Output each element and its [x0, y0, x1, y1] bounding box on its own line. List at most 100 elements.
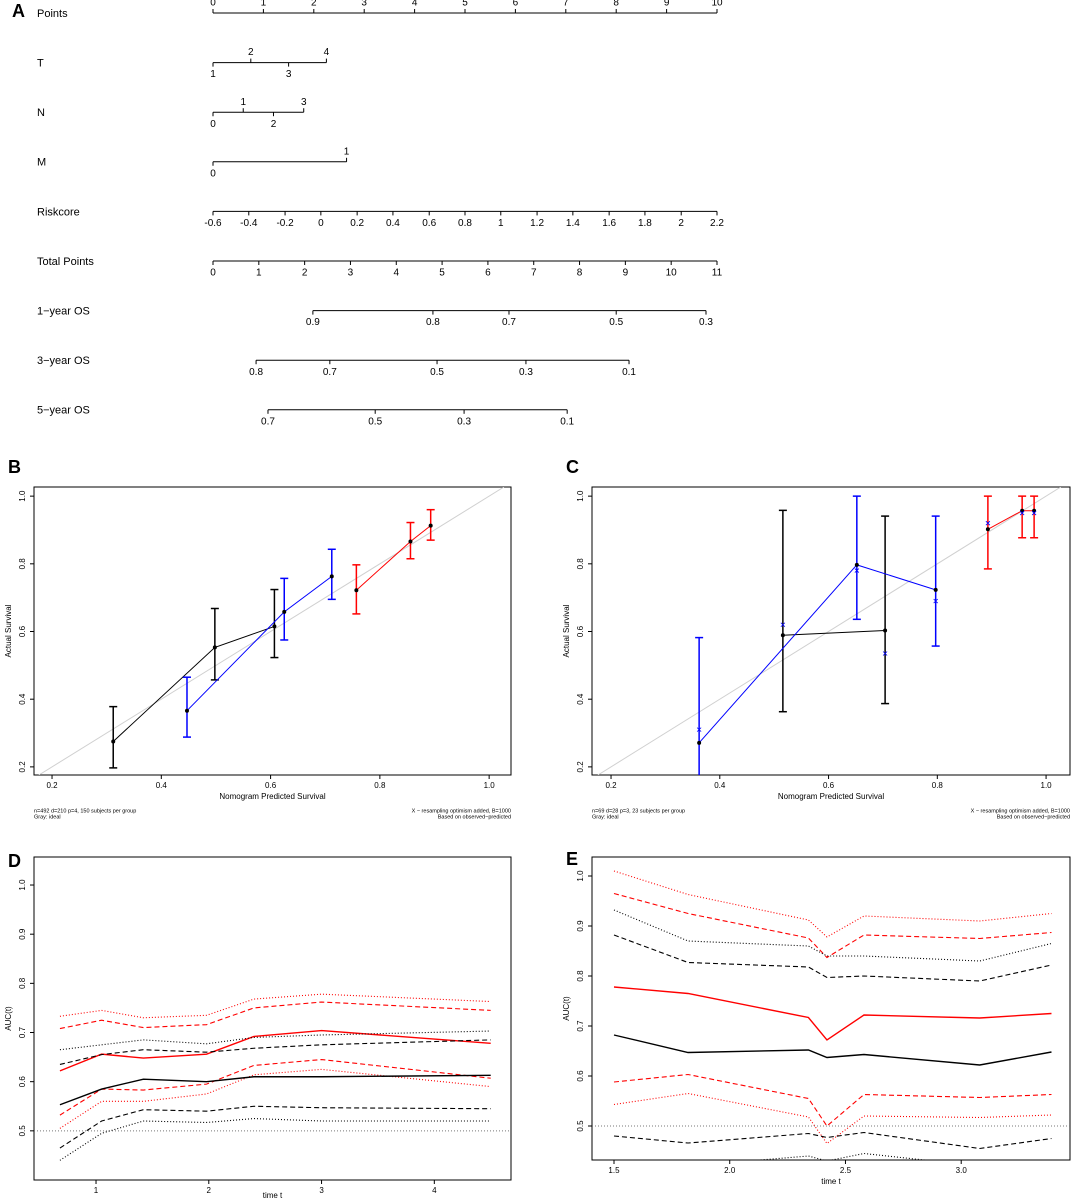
point [780, 633, 785, 638]
point [428, 523, 433, 528]
x-tick-label: 3.0 [956, 1166, 968, 1175]
tick-label: 5 [462, 0, 468, 9]
auc-line [613, 1073, 1052, 1127]
note: n=69 d=28 p=3, 23 subjects per group [592, 808, 685, 814]
x-tick-label: 0.8 [374, 781, 386, 790]
point [933, 587, 938, 592]
x-tick-label: 0.2 [46, 781, 58, 790]
note: Based on observed−predicted [438, 814, 511, 820]
tick-label: 1 [498, 218, 504, 229]
corrected-point [1019, 510, 1025, 516]
point [985, 527, 990, 532]
tick-label: 3 [348, 268, 354, 279]
y-axis-label: Actual Survival [562, 604, 571, 657]
note: Gray: ideal [34, 814, 61, 820]
tick-label: 0.1 [622, 367, 636, 378]
point [329, 574, 334, 579]
y-tick-label: 0.6 [18, 1076, 27, 1088]
tick-label: -0.2 [276, 218, 294, 229]
x-tick-label: 0.4 [156, 781, 168, 790]
x-axis-label: time t [263, 1191, 283, 1200]
point [354, 588, 359, 593]
note: Based on observed−predicted [997, 814, 1070, 820]
tick-label: 0 [318, 218, 324, 229]
note: Gray: ideal [592, 814, 619, 820]
auc-line [613, 934, 1052, 982]
point [854, 562, 859, 567]
y-tick-label: 0.9 [18, 928, 27, 940]
x-tick-label: 2.5 [840, 1166, 852, 1175]
x-tick-label: 0.6 [823, 781, 835, 790]
auc-line [59, 1074, 491, 1106]
y-tick-label: 1.0 [576, 490, 585, 502]
auc-line [613, 986, 1052, 1041]
tick-label: 4 [393, 268, 399, 279]
x-axis-label: Nomogram Predicted Survival [778, 792, 884, 801]
point [408, 539, 413, 544]
tick-label: 0.6 [422, 218, 436, 229]
tick-label: 3 [361, 0, 367, 9]
tick-label: 11 [712, 268, 723, 279]
point [272, 624, 277, 629]
panel-letter: C [566, 457, 579, 477]
corrected-point [985, 520, 991, 526]
auc-line [753, 1152, 930, 1160]
row-label: 3−year OS [37, 355, 90, 367]
x-tick-label: 1.0 [1041, 781, 1053, 790]
x-tick-label: 3 [319, 1186, 324, 1195]
x-tick-label: 2.0 [724, 1166, 736, 1175]
tick-label: 0.1 [560, 416, 574, 427]
tick-label: 0.3 [457, 416, 471, 427]
tick-label: 0 [210, 268, 216, 279]
tick-label: 0.3 [519, 367, 533, 378]
plot-area [592, 870, 1070, 1160]
tick-label: 1 [261, 0, 267, 9]
tick-label: 0.5 [430, 367, 444, 378]
x-tick-label: 4 [432, 1186, 437, 1195]
panel-letter: E [566, 849, 578, 869]
auc-line [613, 1034, 1052, 1066]
tick-label: 2 [302, 268, 308, 279]
tick-label: -0.6 [204, 218, 222, 229]
y-tick-label: 0.4 [576, 693, 585, 705]
plot-frame [33, 486, 512, 776]
corrected-point [696, 727, 702, 732]
x-tick-label: 1 [94, 1186, 99, 1195]
y-tick-label: 0.8 [18, 977, 27, 989]
tick-label: 7 [563, 0, 569, 9]
y-tick-label: 0.2 [576, 761, 585, 773]
y-tick-label: 0.9 [576, 920, 585, 932]
auc-line [613, 870, 1052, 938]
row-label: Points [37, 8, 68, 20]
note: n=492 d=210 p=4, 150 subjects per group [34, 808, 136, 814]
y-tick-label: 0.2 [18, 761, 27, 773]
tick-label: 0.7 [261, 416, 275, 427]
plot-frame [591, 486, 1071, 776]
tick-label: 9 [623, 268, 629, 279]
corrected-point [780, 622, 786, 628]
tick-label: 8 [613, 0, 619, 9]
point [697, 740, 702, 745]
y-tick-label: 1.0 [18, 879, 27, 891]
row-label: Total Points [37, 256, 94, 268]
tick-label: 1 [240, 97, 246, 108]
auc-line [613, 892, 1052, 959]
auc-line [613, 1092, 1052, 1145]
x-tick-label: 0.4 [714, 781, 726, 790]
corrected-point [933, 598, 938, 604]
x-tick-label: 1.0 [484, 781, 496, 790]
point [111, 739, 116, 744]
tick-label: 0.5 [609, 317, 623, 328]
point [282, 609, 287, 614]
panel-letter: B [8, 457, 21, 477]
y-tick-label: 0.5 [576, 1120, 585, 1132]
tick-label: 6 [485, 268, 491, 279]
calibration-line [186, 575, 333, 712]
y-tick-label: 0.8 [18, 558, 27, 570]
y-tick-label: 0.7 [18, 1026, 27, 1038]
y-tick-label: 1.0 [576, 870, 585, 882]
auc-line [613, 1131, 1052, 1150]
auc-line [59, 1030, 491, 1051]
tick-label: 7 [531, 268, 537, 279]
